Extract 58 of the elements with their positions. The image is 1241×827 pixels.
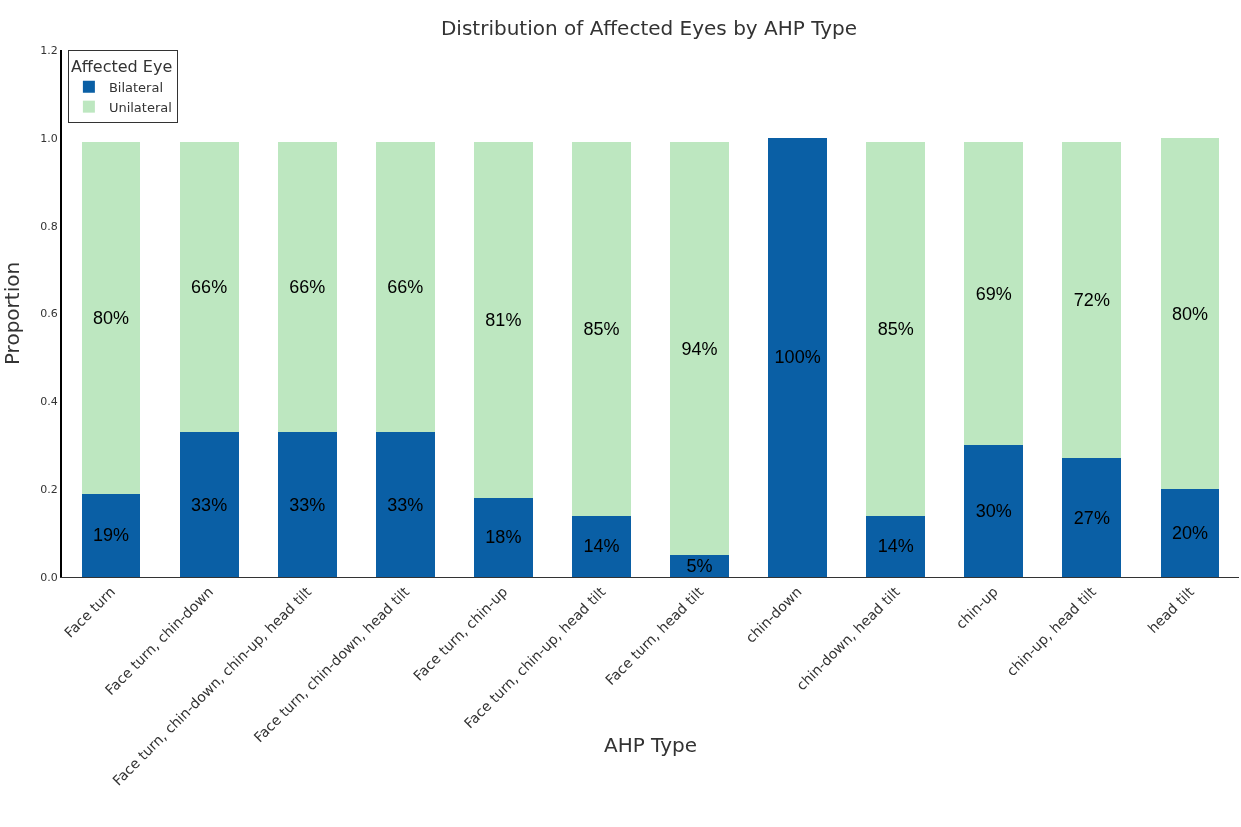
data-label: 20%	[1171, 523, 1208, 544]
bar	[473, 497, 533, 577]
bar	[277, 432, 337, 577]
bar	[866, 515, 926, 577]
data-label: 100%	[774, 347, 821, 368]
bar	[1160, 137, 1220, 490]
data-label: 85%	[583, 318, 620, 339]
data-label: 80%	[93, 307, 130, 328]
bar	[964, 142, 1024, 446]
data-label: 33%	[289, 494, 326, 515]
bar	[768, 137, 828, 577]
data-label: 94%	[681, 338, 718, 359]
legend-label: Unilateral	[108, 99, 172, 115]
y-tick-label: 0.8	[40, 219, 58, 233]
data-label: 18%	[485, 527, 522, 548]
data-label: 85%	[877, 318, 914, 339]
data-label: 33%	[387, 494, 424, 515]
legend-title: Affected Eye	[70, 56, 173, 76]
data-label: 69%	[975, 283, 1012, 304]
data-label: 66%	[387, 277, 424, 298]
bar	[1062, 458, 1122, 577]
y-tick-label: 0.6	[40, 307, 58, 321]
bar	[81, 493, 141, 577]
data-label: 80%	[1171, 303, 1208, 324]
y-tick-label: 1.2	[40, 43, 58, 57]
y-tick-label: 0.0	[40, 570, 58, 584]
data-label: 66%	[191, 277, 228, 298]
bar	[964, 445, 1024, 577]
bar	[1160, 489, 1220, 577]
data-label: 81%	[485, 310, 522, 331]
bar	[866, 142, 926, 516]
bar	[572, 142, 631, 516]
data-label: 5%	[686, 556, 713, 577]
bar	[179, 142, 239, 433]
y-tick-label: 0.2	[40, 483, 58, 497]
y-axis-title: Proportion	[0, 261, 24, 366]
bar	[375, 432, 435, 577]
data-label: 19%	[93, 525, 130, 546]
bar	[572, 515, 631, 577]
bar	[179, 432, 239, 577]
x-axis-title: AHP Type	[603, 733, 698, 758]
data-label: 27%	[1073, 507, 1110, 528]
bar	[375, 142, 435, 433]
bar	[670, 142, 729, 556]
y-tick-label: 0.4	[40, 395, 58, 409]
data-label: 30%	[975, 501, 1012, 522]
legend-label: Bilateral	[108, 79, 164, 95]
bar	[277, 142, 337, 433]
data-label: 14%	[877, 536, 914, 557]
data-label: 72%	[1073, 290, 1110, 311]
bar	[81, 142, 141, 494]
data-label: 33%	[191, 494, 228, 515]
data-label: 14%	[583, 536, 620, 557]
y-tick-label: 1.0	[40, 131, 58, 145]
bar	[1062, 142, 1122, 459]
chart-title: Distribution of Affected Eyes by AHP Type	[440, 15, 858, 40]
data-label: 66%	[289, 277, 326, 298]
bar	[473, 142, 533, 498]
